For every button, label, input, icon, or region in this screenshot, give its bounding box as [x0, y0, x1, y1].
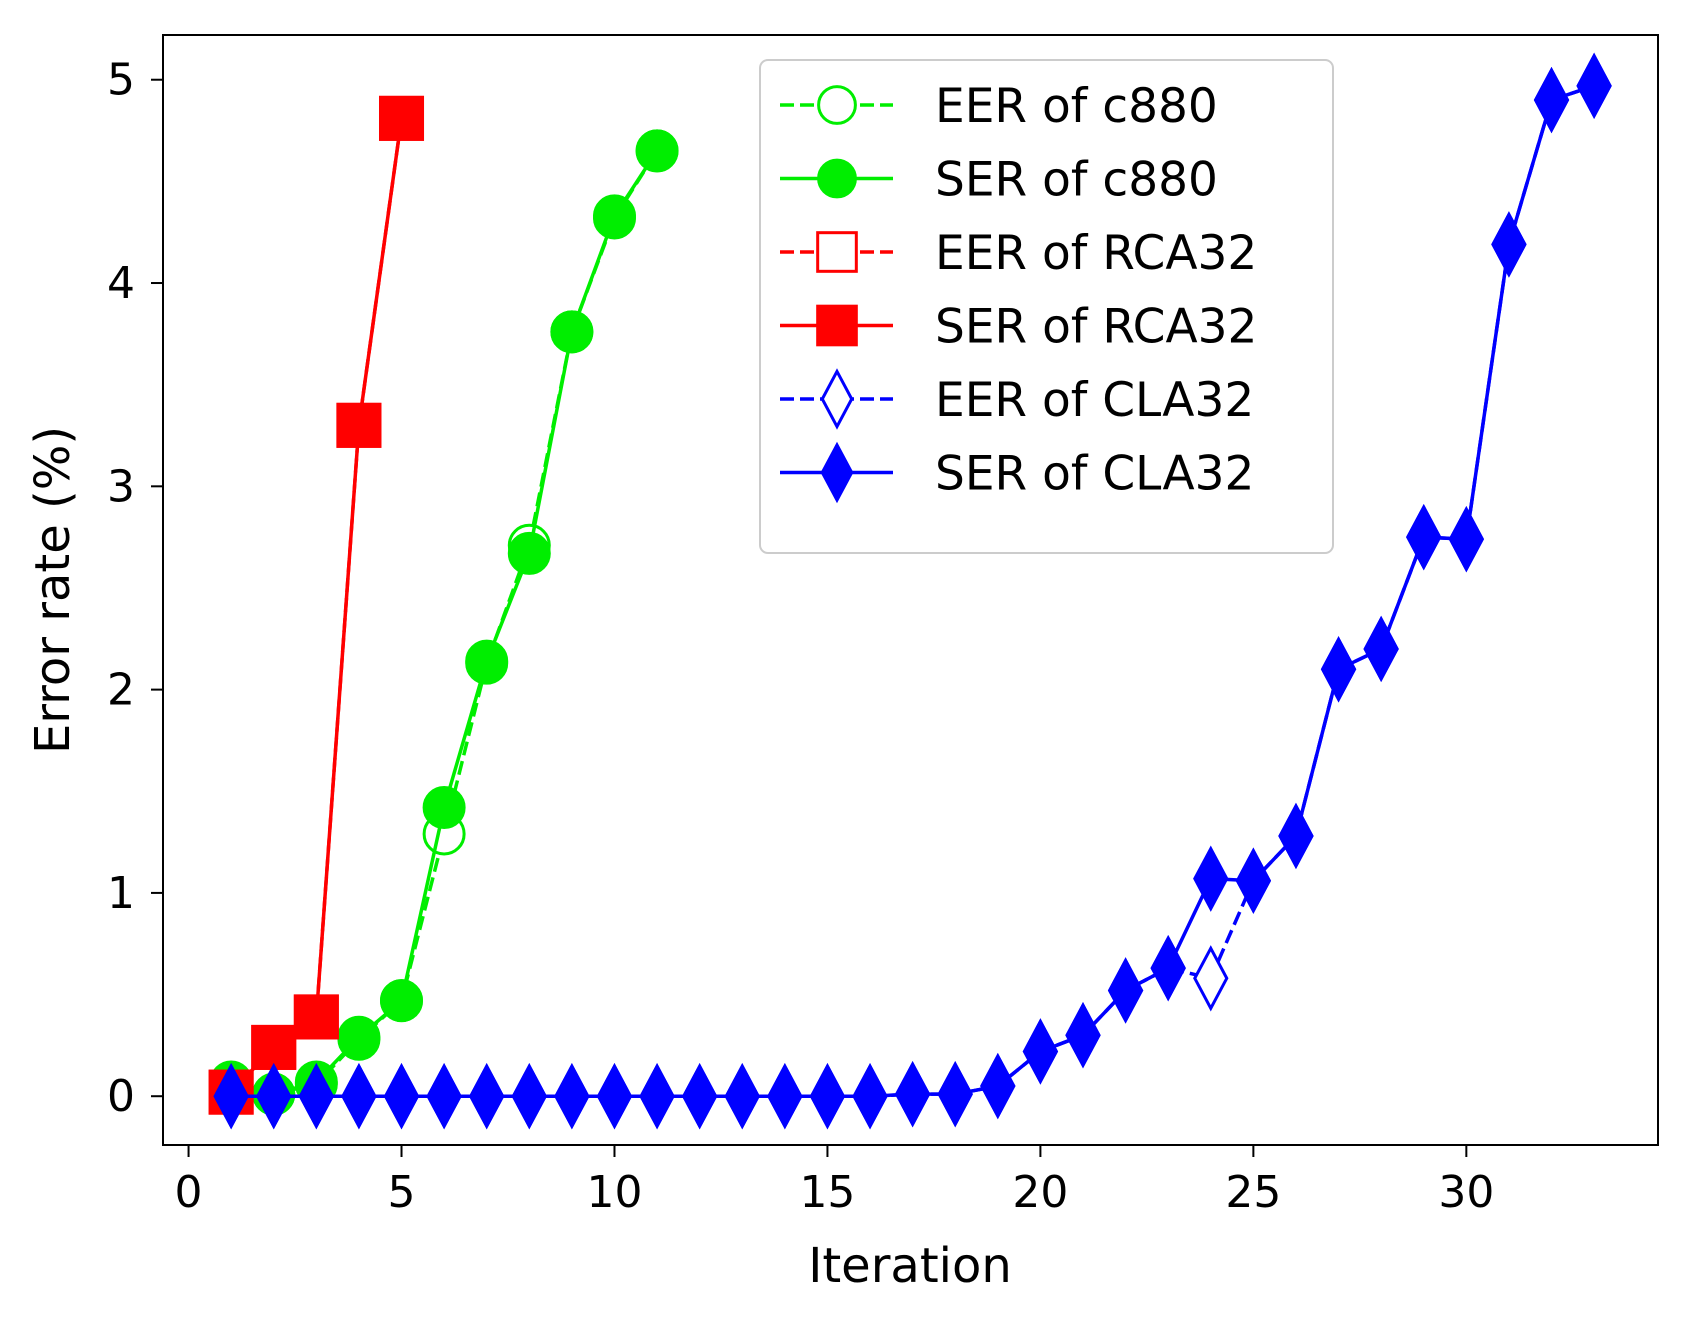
legend-marker	[816, 304, 858, 347]
legend-box	[759, 59, 1334, 554]
x-tick-label: 25	[1225, 1167, 1281, 1218]
data-point	[550, 310, 594, 354]
y-tick-label: 0	[107, 1071, 135, 1122]
x-tick-label: 10	[586, 1167, 642, 1218]
data-point	[980, 1052, 1016, 1120]
legend-entry: SER of RCA32	[780, 300, 1257, 355]
data-point	[767, 1063, 803, 1130]
data-point	[1320, 636, 1357, 703]
x-tick-label: 5	[388, 1167, 416, 1218]
legend: EER of c880 SER of c880 EER of RCA32 SER of…	[759, 59, 1334, 554]
data-point	[554, 1063, 590, 1130]
legend-marker	[817, 85, 857, 125]
y-tick-label: 3	[107, 461, 135, 512]
data-point	[1193, 945, 1229, 1012]
legend-label: SER of CLA32	[935, 447, 1254, 502]
legend-entry: SER of CLA32	[780, 441, 1254, 504]
data-point	[293, 994, 339, 1040]
legend-marker	[820, 368, 854, 430]
data-point	[379, 95, 425, 141]
data-point	[422, 786, 466, 830]
y-tick-label: 1	[107, 868, 135, 919]
x-tick-label: 20	[1012, 1167, 1068, 1218]
legend-marker	[820, 441, 854, 504]
data-point	[1150, 934, 1186, 1002]
data-point	[383, 1063, 420, 1130]
legend-marker	[817, 158, 857, 199]
data-point	[592, 194, 636, 238]
data-point	[1363, 615, 1399, 683]
data-point	[465, 639, 509, 683]
legend-entry: EER of c880	[780, 79, 1218, 134]
plot-frame	[162, 34, 1659, 1146]
data-point	[1533, 66, 1570, 134]
data-point	[1022, 1018, 1059, 1085]
data-point	[1193, 845, 1229, 912]
data-point	[1065, 1002, 1101, 1069]
data-point	[380, 979, 424, 1023]
x-tick-label: 0	[175, 1167, 203, 1218]
y-tick-label: 4	[107, 258, 135, 309]
legend-entry: SER of c880	[780, 153, 1218, 208]
data-point	[507, 531, 551, 575]
data-point	[1278, 802, 1314, 870]
y-tick-label: 2	[107, 665, 135, 716]
data-point	[1448, 505, 1485, 573]
legend-label: SER of c880	[935, 153, 1218, 208]
data-point	[1406, 503, 1442, 571]
series-layer	[208, 52, 1612, 1130]
data-point	[251, 1024, 297, 1070]
legend-label: SER of RCA32	[935, 300, 1257, 355]
data-point	[894, 1060, 931, 1128]
data-point	[336, 402, 382, 448]
legend-label: EER of CLA32	[935, 373, 1254, 428]
legend-entry: EER of RCA32	[780, 226, 1257, 281]
x-tick-label: 15	[799, 1167, 855, 1218]
data-point	[256, 1063, 292, 1130]
series-6	[213, 52, 1612, 1130]
data-point	[596, 1063, 633, 1130]
data-point	[724, 1063, 760, 1130]
data-point	[426, 1063, 462, 1130]
data-point	[809, 1063, 846, 1130]
legend-marker	[816, 231, 858, 273]
legend-entry: EER of CLA32	[780, 368, 1254, 430]
data-point	[681, 1063, 718, 1130]
data-point	[937, 1060, 973, 1128]
y-axis-label: Error rate (%)	[25, 426, 81, 754]
legend-label: EER of RCA32	[935, 226, 1257, 281]
y-tick-label: 5	[107, 55, 135, 106]
data-point	[337, 1015, 381, 1059]
data-point	[213, 1063, 249, 1130]
data-point	[852, 1063, 888, 1130]
data-point	[511, 1063, 547, 1130]
data-point	[1107, 957, 1144, 1024]
data-point	[635, 129, 679, 173]
data-point	[341, 1063, 377, 1130]
data-point	[1491, 211, 1527, 278]
data-point	[639, 1063, 675, 1130]
x-tick-label: 30	[1438, 1167, 1494, 1218]
x-axis-label: Iteration	[808, 1238, 1012, 1294]
data-point	[469, 1063, 505, 1130]
y-axis: 0 1 2 3 4 5	[107, 55, 163, 1122]
legend-label: EER of c880	[935, 79, 1218, 134]
x-axis: 0 5 10 15 20 25 30	[175, 1145, 1494, 1218]
data-point	[1235, 847, 1272, 914]
data-point	[1576, 52, 1612, 120]
data-point	[298, 1063, 335, 1130]
